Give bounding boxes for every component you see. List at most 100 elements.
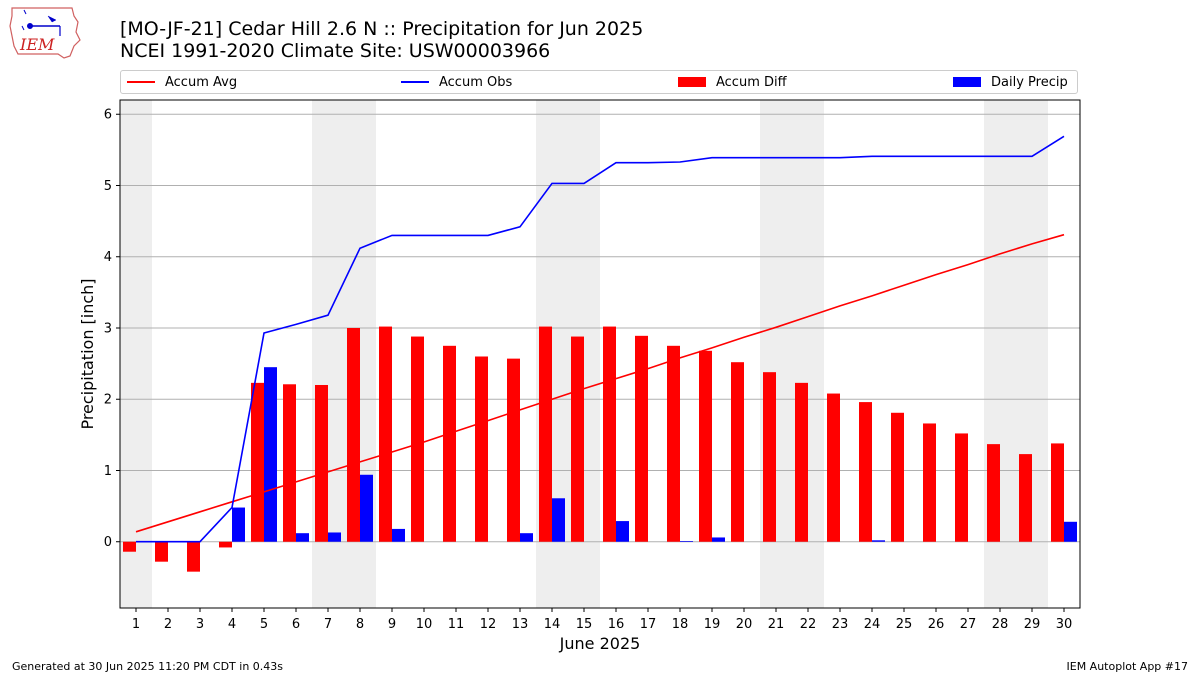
y-tick-label: 4: [104, 250, 112, 265]
x-tick-label: 16: [608, 617, 625, 632]
x-tick-label: 29: [1024, 617, 1041, 632]
chart-title: [MO-JF-21] Cedar Hill 2.6 N :: Precipita…: [120, 18, 644, 40]
x-tick-label: 7: [324, 617, 332, 632]
iowa-state-outline: [9, 7, 81, 59]
y-tick-label: 1: [104, 464, 112, 479]
x-axis-label: June 2025: [559, 634, 641, 653]
accum-diff-bar: [827, 393, 840, 542]
accum-diff-bar: [635, 335, 648, 542]
accum-diff-bar: [475, 356, 488, 542]
weather-station-icon: [21, 9, 61, 36]
accum-diff-bar: [955, 433, 968, 542]
app-footer: IEM Autoplot App #17: [1066, 660, 1189, 673]
y-tick-label: 5: [104, 179, 112, 194]
x-tick-label: 20: [736, 617, 753, 632]
logo-text: IEM: [19, 35, 55, 54]
legend-label: Accum Diff: [716, 74, 787, 90]
accum-diff-bar: [347, 327, 360, 542]
legend-swatch: [678, 77, 706, 87]
daily-precip-bar: [392, 528, 405, 542]
accum-diff-bar: [571, 336, 584, 542]
chart-legend: Accum Avg Accum Obs Accum Diff Daily Pre…: [120, 70, 1078, 94]
legend-swatch: [953, 77, 981, 87]
x-tick-label: 19: [704, 617, 721, 632]
x-tick-label: 22: [800, 617, 817, 632]
x-tick-label: 27: [960, 617, 977, 632]
x-tick-label: 9: [388, 617, 396, 632]
legend-item-accum-obs: Accum Obs: [401, 71, 512, 93]
daily-precip-bar: [264, 367, 277, 542]
x-tick-label: 10: [416, 617, 433, 632]
legend-item-daily-precip: Daily Precip: [953, 71, 1068, 93]
x-tick-label: 13: [512, 617, 529, 632]
weekend-shade: [120, 100, 152, 608]
x-tick-label: 11: [448, 617, 465, 632]
legend-item-accum-avg: Accum Avg: [127, 71, 237, 93]
daily-precip-bar: [680, 541, 693, 542]
accum-diff-bar: [1051, 443, 1064, 542]
daily-precip-bar: [328, 532, 341, 542]
legend-swatch: [127, 81, 155, 83]
x-tick-label: 24: [864, 617, 881, 632]
accum-diff-bar: [603, 326, 616, 542]
accum-diff-bar: [731, 362, 744, 542]
accum-diff-bar: [763, 372, 776, 542]
y-tick-label: 0: [104, 535, 112, 550]
x-tick-label: 28: [992, 617, 1009, 632]
y-tick-label: 3: [104, 321, 112, 336]
accum-diff-bar: [859, 402, 872, 542]
accum-diff-bar: [795, 382, 808, 542]
x-tick-label: 17: [640, 617, 657, 632]
x-tick-label: 23: [832, 617, 849, 632]
x-tick-label: 4: [228, 617, 236, 632]
accum-diff-bar: [699, 350, 712, 542]
x-tick-label: 15: [576, 617, 593, 632]
accum-diff-bar: [923, 423, 936, 542]
x-tick-label: 14: [544, 617, 561, 632]
legend-label: Accum Obs: [439, 74, 513, 90]
daily-precip-bar: [1064, 521, 1077, 542]
x-tick-label: 3: [196, 617, 204, 632]
daily-precip-bar: [232, 507, 245, 542]
legend-label: Daily Precip: [991, 74, 1068, 90]
iem-logo: IEM: [9, 7, 81, 59]
daily-precip-bar: [520, 533, 533, 542]
legend-item-accum-diff: Accum Diff: [678, 71, 787, 93]
y-tick-label: 2: [104, 393, 112, 408]
x-tick-label: 18: [672, 617, 689, 632]
daily-precip-bar: [296, 533, 309, 542]
x-tick-label: 30: [1056, 617, 1073, 632]
accum-diff-bar: [219, 541, 232, 548]
x-tick-label: 5: [260, 617, 268, 632]
accum-diff-bar: [411, 336, 424, 542]
accum-diff-bar: [891, 412, 904, 542]
accum-diff-bar: [539, 326, 552, 542]
x-tick-label: 21: [768, 617, 785, 632]
x-tick-label: 8: [356, 617, 364, 632]
accum-avg-line: [135, 233, 1065, 533]
accum-diff-bar: [123, 541, 136, 552]
daily-precip-bar: [360, 474, 373, 542]
accum-diff-bar: [283, 384, 296, 542]
daily-precip-bar: [712, 537, 725, 542]
legend-swatch: [401, 81, 429, 83]
y-tick-label: 6: [104, 108, 112, 123]
x-tick-label: 26: [928, 617, 945, 632]
accum-diff-bar: [987, 444, 1000, 542]
accum-diff-bar: [667, 345, 680, 542]
x-tick-label: 25: [896, 617, 913, 632]
accum-diff-bar: [187, 541, 200, 572]
accum-diff-bar: [1019, 454, 1032, 542]
accum-obs-line: [136, 135, 1065, 543]
legend-label: Accum Avg: [165, 74, 238, 90]
accum-diff-bar: [315, 384, 328, 542]
x-tick-label: 12: [480, 617, 497, 632]
y-axis-label: Precipitation [inch]: [78, 278, 97, 429]
x-tick-label: 6: [292, 617, 300, 632]
x-tick-label: 1: [132, 617, 140, 632]
accum-diff-bar: [251, 382, 264, 542]
daily-precip-bar: [552, 498, 565, 542]
generated-footer: Generated at 30 Jun 2025 11:20 PM CDT in…: [12, 660, 284, 673]
x-tick-label: 2: [164, 617, 172, 632]
